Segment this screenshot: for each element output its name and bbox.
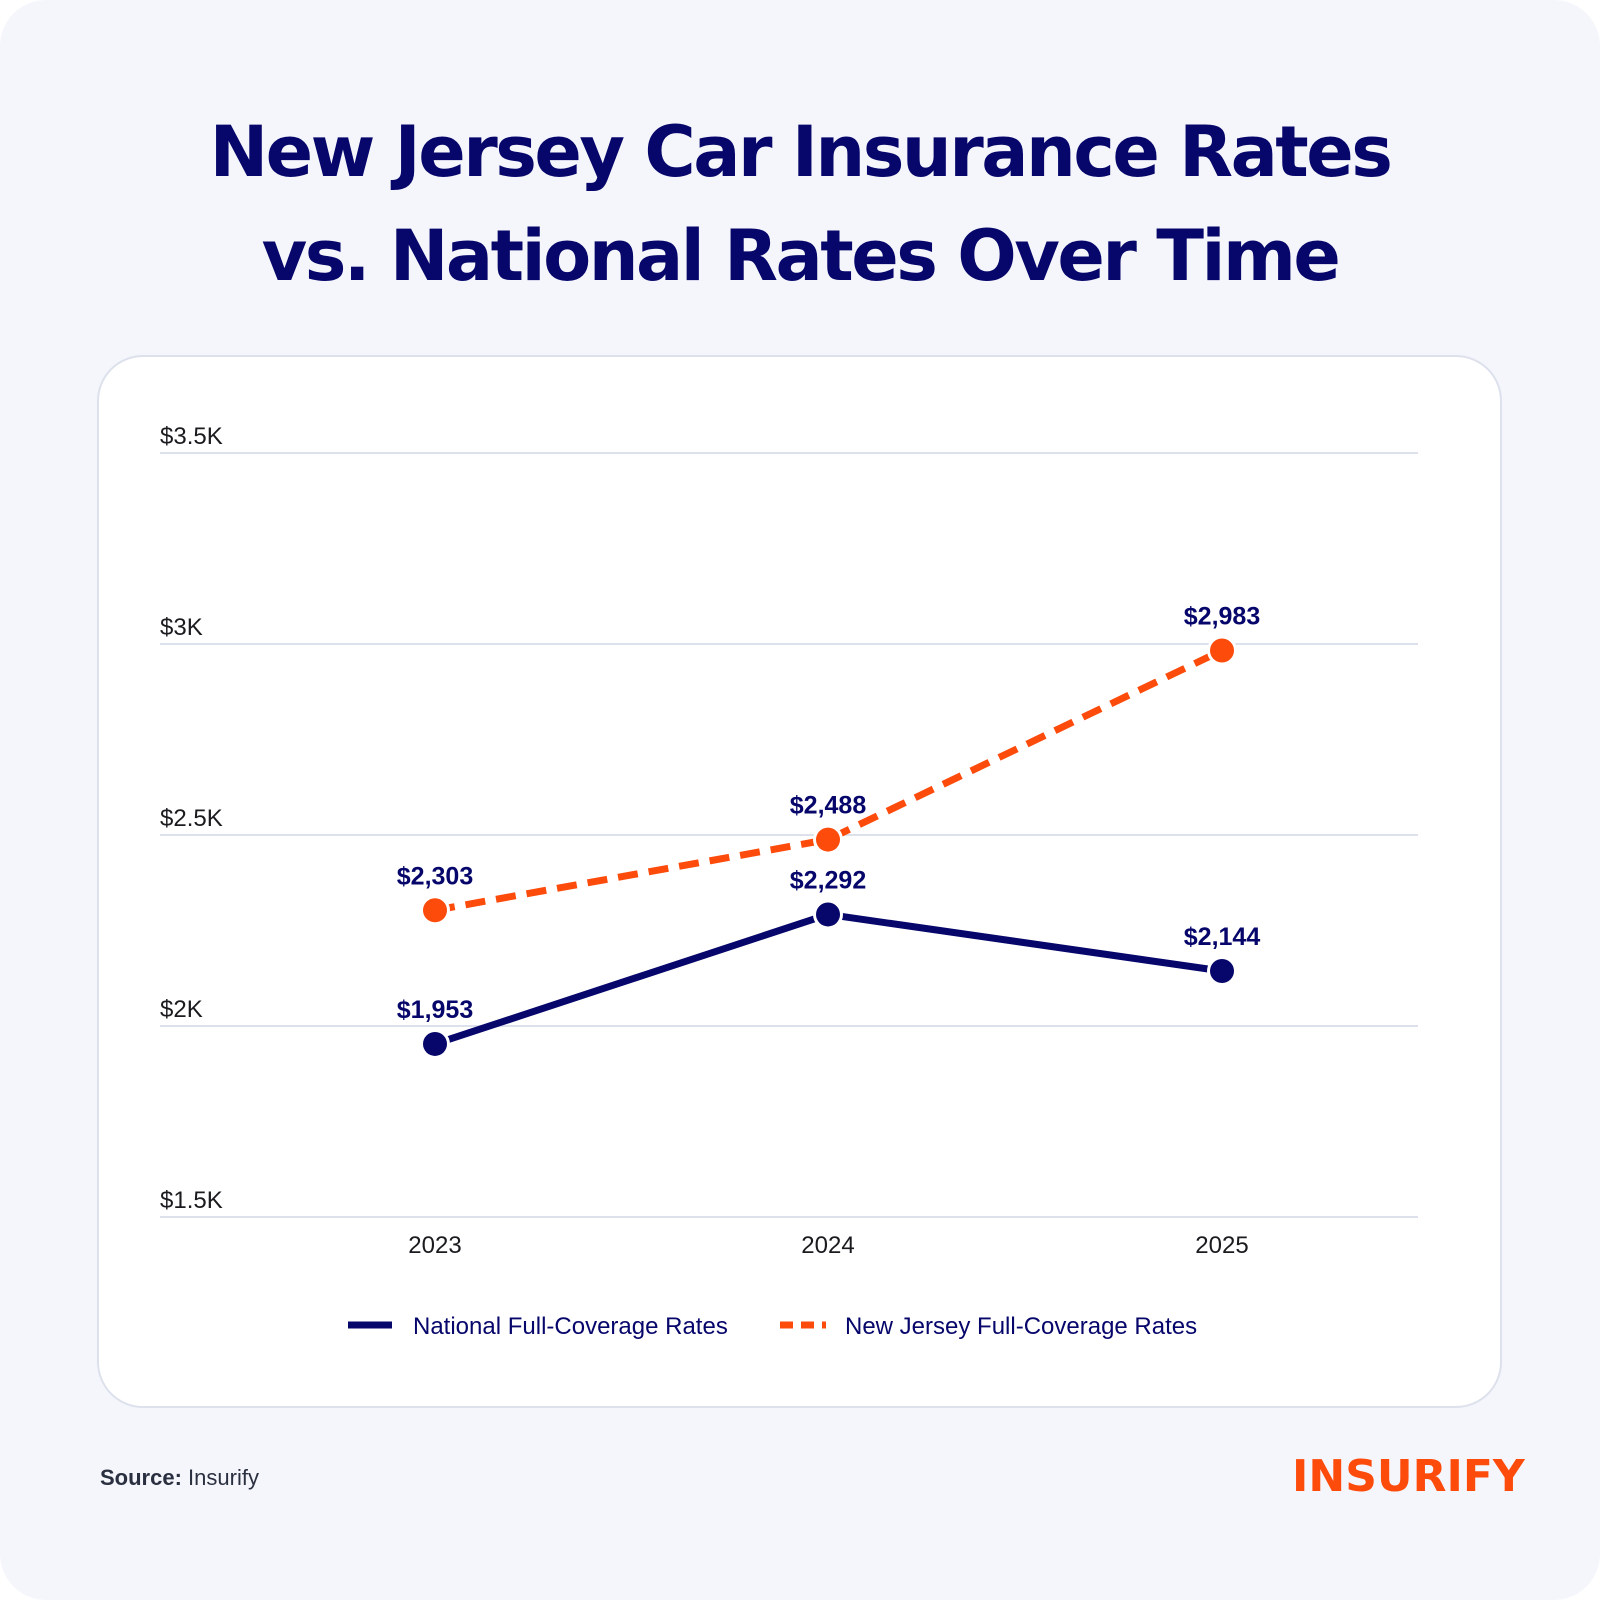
national-data-point: [1210, 958, 1234, 983]
x-tick-label: 2024: [801, 1232, 854, 1259]
legend-national-label: National Full-Coverage Rates: [413, 1313, 728, 1340]
national-data-point: [423, 1031, 447, 1056]
new-jersey-data-point: [1210, 638, 1234, 663]
source-note: Source: Insurify: [100, 1465, 259, 1491]
data-label: $2,144: [1184, 923, 1261, 951]
y-tick-label: $3K: [160, 614, 203, 641]
new-jersey-series-line: [434, 647, 1224, 914]
new-jersey-data-point: [423, 898, 447, 923]
y-tick-label: $2.5K: [160, 805, 223, 832]
chart-title-line-1: New Jersey Car Insurance Rates: [209, 111, 1393, 193]
insurify-logo: INSURIFY: [1292, 1451, 1525, 1502]
data-label: $2,292: [790, 866, 866, 894]
legend-new-jersey-label: New Jersey Full-Coverage Rates: [845, 1313, 1197, 1340]
y-tick-label: $3.5K: [160, 423, 223, 450]
data-label: $2,488: [790, 792, 867, 820]
data-label: $2,983: [1184, 602, 1260, 630]
source-label: Source:: [100, 1465, 182, 1490]
data-label: $2,303: [397, 862, 473, 890]
y-tick-label: $1.5K: [160, 1187, 223, 1214]
national-series-line: [433, 910, 1223, 1048]
x-tick-label: 2025: [1195, 1232, 1248, 1259]
national-data-point: [816, 902, 840, 927]
y-tick-label: $2K: [160, 996, 203, 1023]
chart-title: New Jersey Car Insurance Rates vs. Natio…: [0, 100, 1600, 308]
chart-title-line-2: vs. National Rates Over Time: [261, 215, 1341, 297]
x-tick-label: 2023: [408, 1232, 461, 1259]
source-value: Insurify: [188, 1465, 259, 1490]
chart-card: [97, 355, 1502, 1408]
new-jersey-data-point: [816, 827, 840, 852]
data-label: $1,953: [397, 996, 473, 1024]
